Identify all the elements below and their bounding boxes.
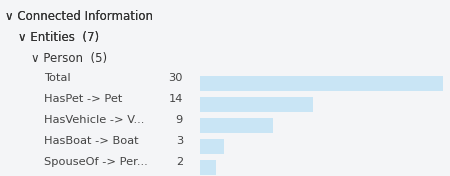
Bar <box>200 76 443 91</box>
Text: HasPet -> Pet: HasPet -> Pet <box>44 94 122 104</box>
Text: ∨ Person  (5): ∨ Person (5) <box>31 52 107 65</box>
Bar <box>200 118 273 133</box>
Bar <box>200 139 224 154</box>
Text: 30: 30 <box>168 73 183 83</box>
Text: 9: 9 <box>176 115 183 125</box>
Text: Total: Total <box>44 73 71 83</box>
Text: HasVehicle -> V...: HasVehicle -> V... <box>44 115 144 125</box>
Text: ∨ Entities  (7): ∨ Entities (7) <box>18 31 99 44</box>
Text: ∨ Connected Information: ∨ Connected Information <box>5 10 153 23</box>
Text: ∨ Connected Information: ∨ Connected Information <box>5 10 153 23</box>
Text: SpouseOf -> Per...: SpouseOf -> Per... <box>44 157 148 167</box>
Text: 3: 3 <box>176 136 183 146</box>
Bar <box>200 160 216 175</box>
Text: 14: 14 <box>169 94 183 104</box>
Text: ∨ Entities  (7): ∨ Entities (7) <box>18 31 99 44</box>
Text: HasBoat -> Boat: HasBoat -> Boat <box>44 136 139 146</box>
Bar <box>200 97 313 112</box>
Text: 2: 2 <box>176 157 183 167</box>
